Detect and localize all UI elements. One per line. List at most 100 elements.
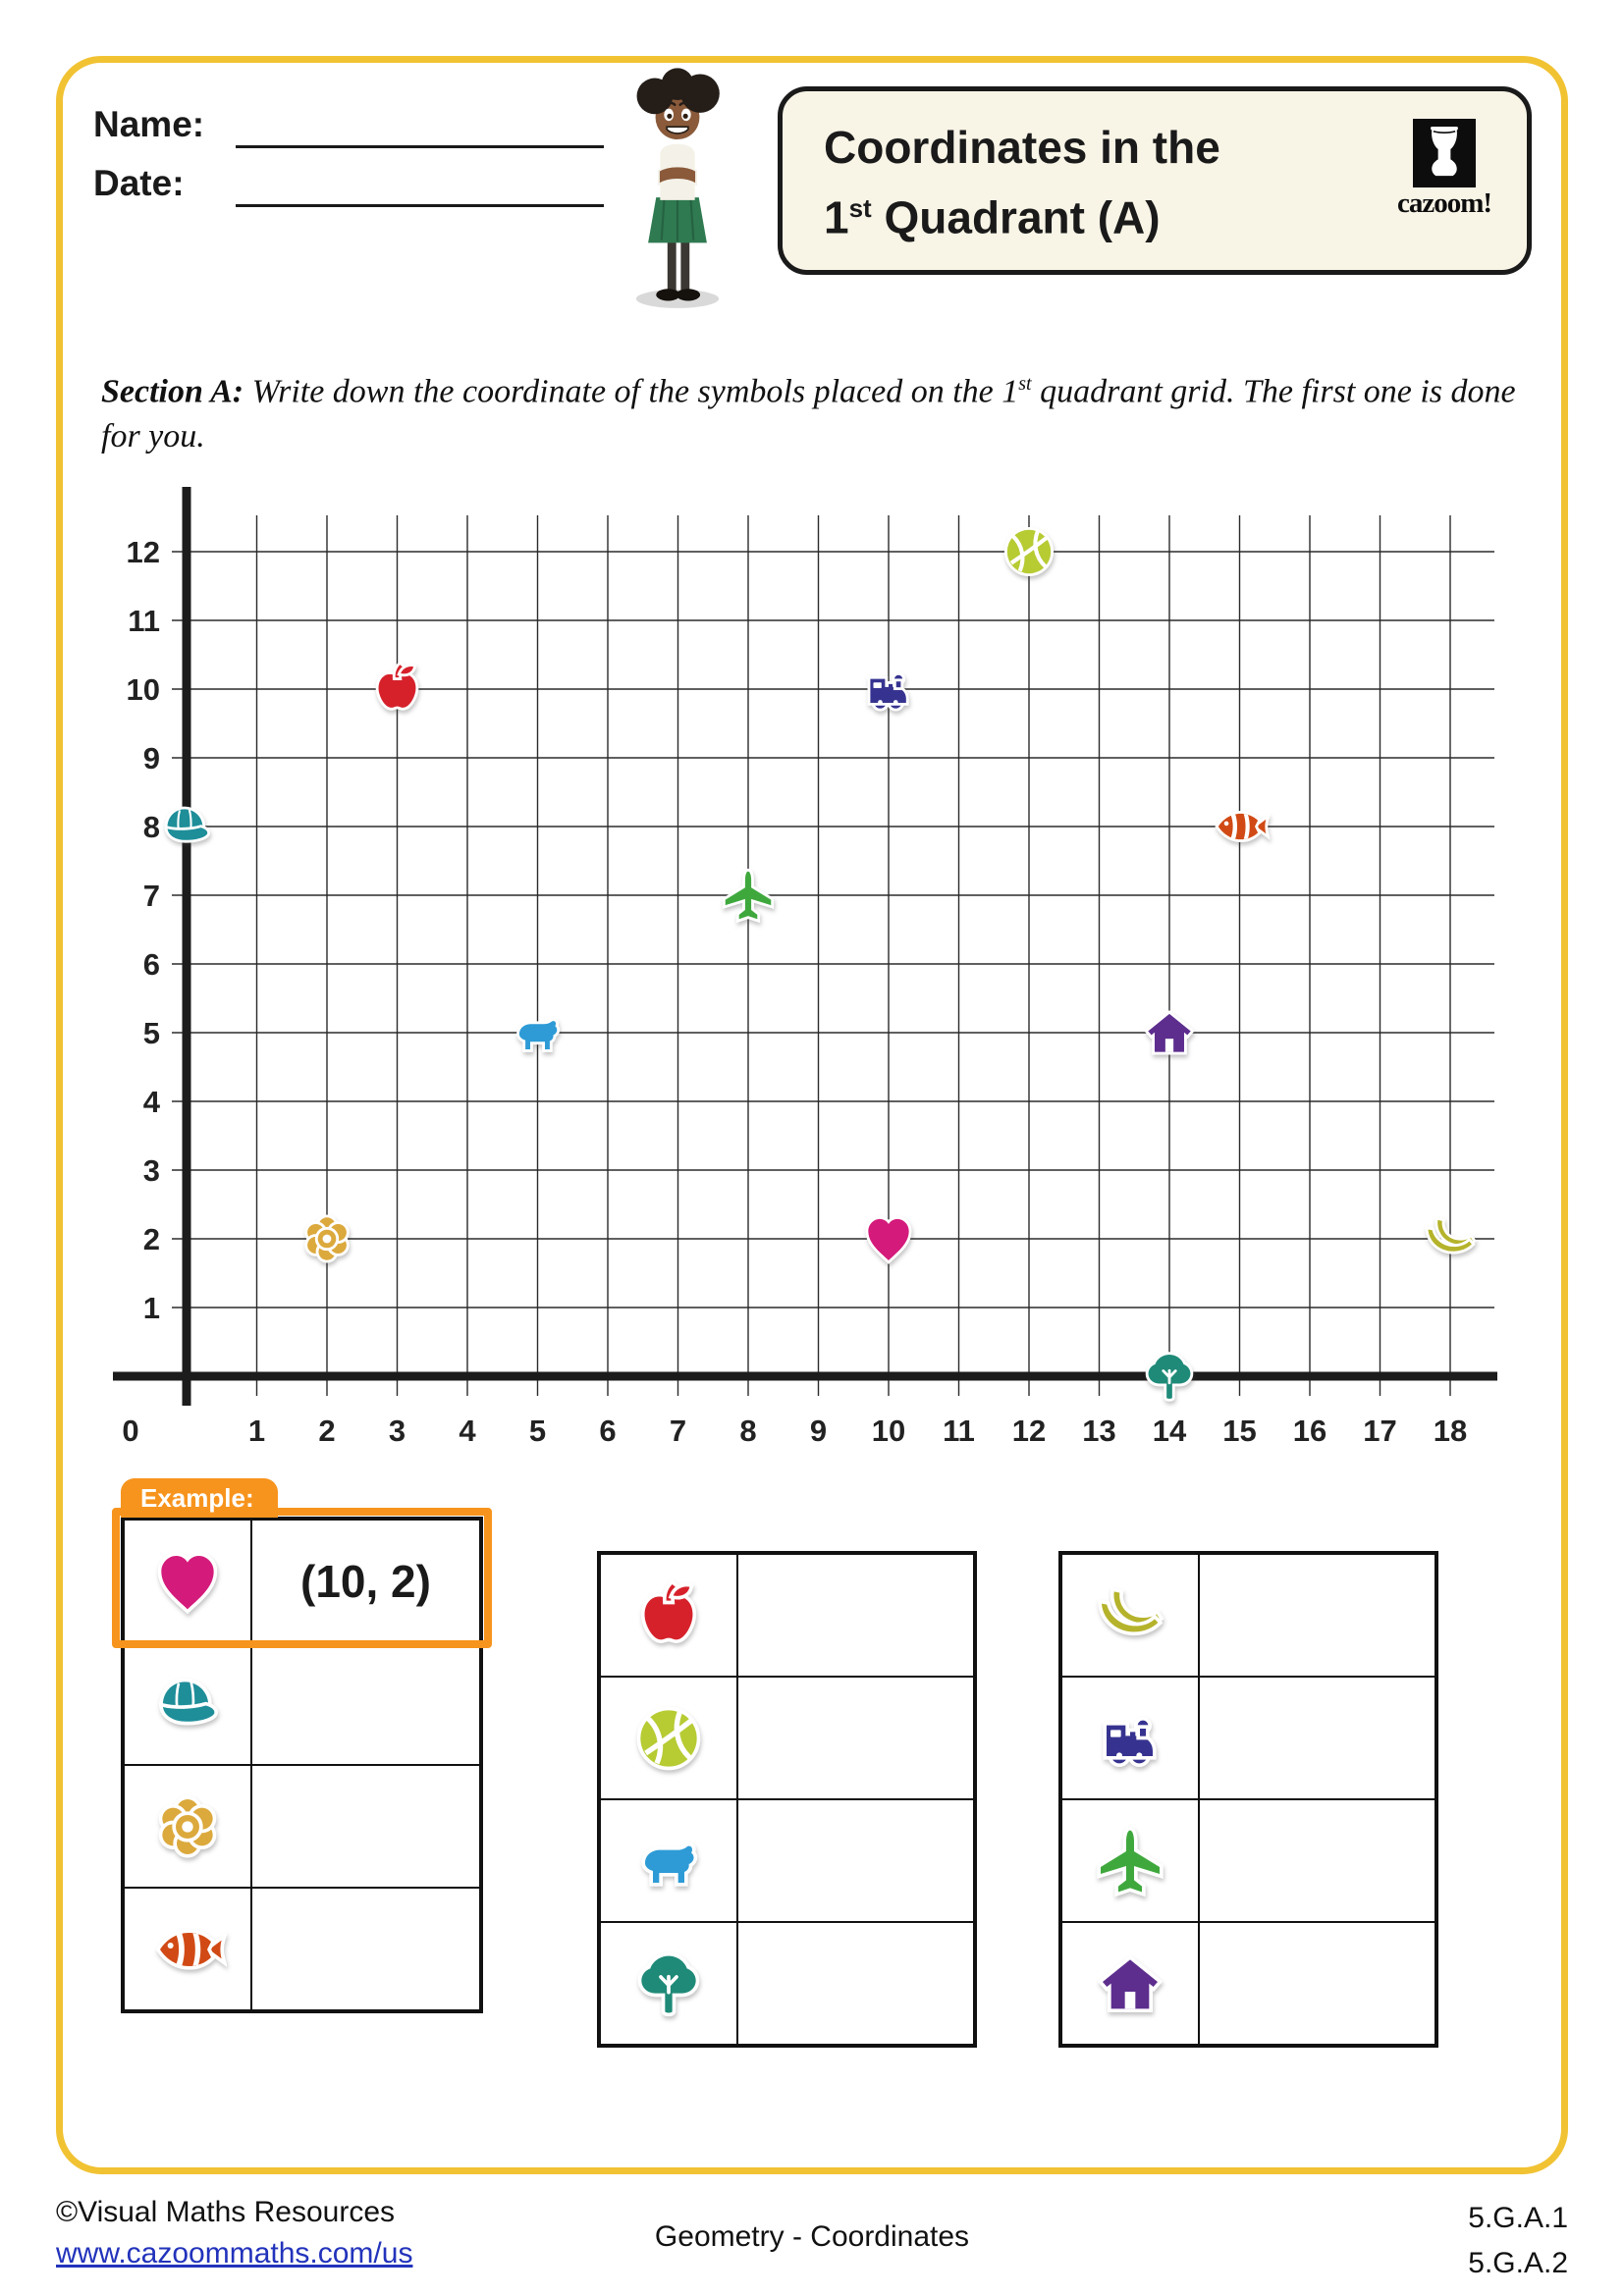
y-axis-label-6: 6: [143, 947, 160, 982]
heart-grid-symbol: [868, 1219, 908, 1260]
grid-plot: 0 1 2 3 4 5 6 7 8 9 10 11 12 13 14 15 16 17 18123456789101…: [113, 487, 1497, 1448]
x-axis-label-17: 17: [1363, 1414, 1396, 1448]
banana-icon: [1091, 1576, 1169, 1655]
symbol-cell-banana: [1061, 1554, 1199, 1677]
symbol-cell-heart: [124, 1520, 251, 1642]
answer-table-grid-3: [1058, 1551, 1438, 2048]
y-axis-label-8: 8: [143, 810, 160, 844]
answer-cell-house[interactable]: [1199, 1922, 1435, 2045]
cazoom-logo-text: cazoom!: [1396, 187, 1492, 219]
answer-cell-flower[interactable]: [251, 1765, 480, 1888]
symbol-cell-house: [1061, 1922, 1199, 2045]
example-answer-text: (10, 2): [300, 1555, 431, 1607]
symbol-cell-bear: [600, 1799, 737, 1922]
y-axis-label-1: 1: [143, 1291, 160, 1325]
page-border: [56, 56, 1568, 2174]
y-axis-label-2: 2: [143, 1222, 160, 1256]
basketball-grid-symbol: [1007, 530, 1051, 573]
answer-table-grid-2: [597, 1551, 977, 2048]
train-icon: [1091, 1699, 1169, 1778]
x-axis-label-8: 8: [739, 1414, 756, 1448]
x-axis-label-10: 10: [872, 1414, 905, 1448]
copyright-text: ©Visual Maths Resources: [56, 2196, 396, 2228]
fish-icon: [148, 1910, 227, 1989]
cazoom-logo: cazoom!: [1385, 119, 1503, 220]
symbol-cell-train: [1061, 1677, 1199, 1799]
djembe-drum-icon: [1416, 119, 1473, 187]
x-axis-label-16: 16: [1293, 1414, 1326, 1448]
x-axis-label-9: 9: [810, 1414, 827, 1448]
x-axis-label-1: 1: [248, 1414, 265, 1448]
answer-cell-apple[interactable]: [737, 1554, 974, 1677]
girl-student-illustration: [635, 68, 720, 308]
flower-icon: [148, 1788, 227, 1866]
heart-icon: [148, 1542, 227, 1621]
basketball-icon: [629, 1699, 708, 1778]
answer-cell-banana[interactable]: [1199, 1554, 1435, 1677]
name-label: Name:: [93, 104, 205, 144]
house-icon: [1091, 1945, 1169, 2023]
cazoom-logo-mark: [1413, 119, 1476, 187]
cap-icon: [148, 1665, 227, 1743]
answer-cell-basketball[interactable]: [737, 1677, 974, 1799]
y-axis-label-3: 3: [143, 1153, 160, 1188]
x-axis-label-14: 14: [1153, 1414, 1187, 1448]
x-axis-label-18: 18: [1434, 1414, 1467, 1448]
x-axis-label-15: 15: [1222, 1414, 1256, 1448]
answer-cell-heart: (10, 2): [251, 1520, 480, 1642]
x-axis-label-2: 2: [318, 1414, 335, 1448]
symbol-cell-airplane: [1061, 1799, 1199, 1922]
house-grid-symbol: [1148, 1014, 1190, 1052]
answer-table-grid-1: (10, 2): [121, 1517, 483, 2013]
y-axis-label-5: 5: [143, 1016, 160, 1050]
y-axis-label-12: 12: [127, 535, 160, 569]
date-input-line[interactable]: [236, 204, 604, 207]
symbol-cell-fish: [124, 1888, 251, 2010]
section-instructions: Section A: Write down the coordinate of …: [101, 373, 1516, 455]
x-axis-label-5: 5: [529, 1414, 546, 1448]
cazoom-link[interactable]: www.cazoommaths.com/us: [56, 2237, 413, 2269]
footer-credit: ©Visual Maths Resources www.cazoommaths.…: [56, 2196, 412, 2270]
answer-cell-bear[interactable]: [737, 1799, 974, 1922]
standard-2: 5.G.A.2: [1468, 2247, 1568, 2279]
y-axis-label-4: 4: [143, 1085, 161, 1119]
answer-table-2: [597, 1551, 977, 2048]
footer-topic: Geometry - Coordinates: [654, 2220, 970, 2253]
answer-cell-train[interactable]: [1199, 1677, 1435, 1799]
answer-cell-tree[interactable]: [737, 1922, 974, 2045]
example-tab: Example:: [121, 1478, 278, 1518]
standard-1: 5.G.A.1: [1468, 2202, 1568, 2234]
x-axis-label-3: 3: [389, 1414, 406, 1448]
y-axis-label-9: 9: [143, 741, 160, 775]
y-axis-label-11: 11: [128, 604, 160, 638]
cap-grid-symbol: [168, 809, 208, 839]
fish-grid-symbol: [1218, 814, 1267, 839]
footer-standards: 5.G.A.1 5.G.A.2: [1468, 2196, 1568, 2286]
name-input-line[interactable]: [236, 145, 604, 148]
y-axis-label-10: 10: [127, 672, 160, 707]
x-axis-label-6: 6: [599, 1414, 616, 1448]
answer-table-3: [1058, 1551, 1438, 2048]
coordinate-grid: 0 1 2 3 4 5 6 7 8 9 10 11 12 13 14 15 16 17 18 1 2 3 4 5 6 7 8 9 10 1…: [74, 461, 1546, 1487]
x-axis-label-12: 12: [1012, 1414, 1046, 1448]
airplane-icon: [1091, 1822, 1169, 1900]
x-axis-label-13: 13: [1082, 1414, 1115, 1448]
tree-grid-symbol: [1149, 1355, 1191, 1399]
y-axis-label-7: 7: [143, 879, 160, 913]
date-label: Date:: [93, 163, 185, 203]
flower-grid-symbol: [307, 1217, 347, 1259]
symbol-cell-flower: [124, 1765, 251, 1888]
answer-cell-fish[interactable]: [251, 1888, 480, 2010]
symbol-cell-basketball: [600, 1677, 737, 1799]
answer-cell-cap[interactable]: [251, 1642, 480, 1765]
bear-icon: [629, 1822, 708, 1900]
tree-icon: [629, 1945, 708, 2023]
title-box: Coordinates in the 1st Quadrant (A) cazo…: [778, 86, 1532, 275]
answer-cell-airplane[interactable]: [1199, 1799, 1435, 1922]
worksheet-title: Coordinates in the 1st Quadrant (A): [824, 122, 1220, 243]
origin-label: 0: [122, 1414, 138, 1448]
x-axis-label-11: 11: [943, 1414, 975, 1448]
symbol-cell-cap: [124, 1642, 251, 1765]
x-axis-label-4: 4: [459, 1414, 476, 1448]
